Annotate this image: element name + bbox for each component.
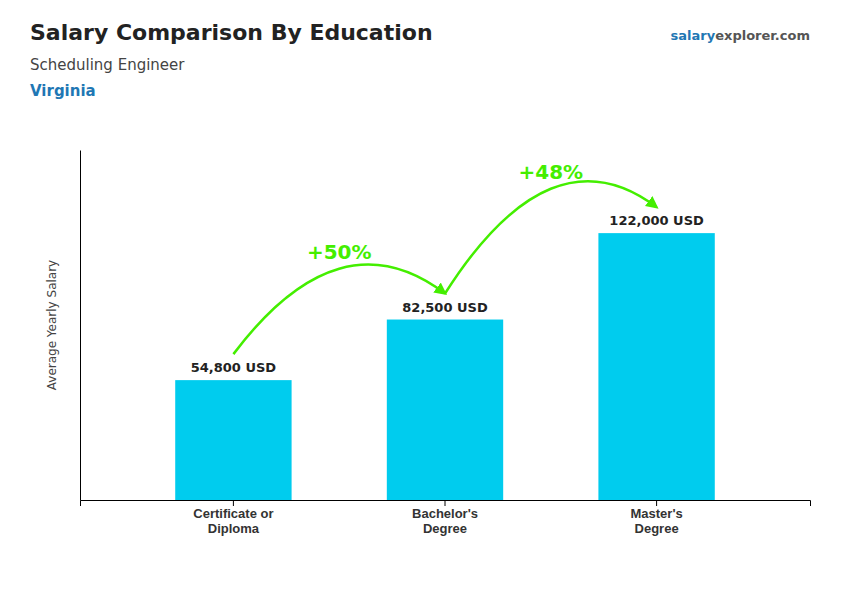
arrow bbox=[445, 181, 657, 293]
title: Salary Comparison By Education bbox=[30, 20, 433, 45]
subtitle: Scheduling Engineer bbox=[30, 56, 185, 74]
tick-label-line: Certificate or bbox=[193, 506, 273, 521]
bars bbox=[175, 233, 715, 500]
tick: Certificate orDiploma bbox=[193, 500, 273, 536]
x-axis: Certificate orDiplomaBachelor'sDegreeMas… bbox=[81, 500, 811, 536]
data-label: 122,000 USD bbox=[609, 213, 704, 228]
tick-label-line: Bachelor's bbox=[412, 506, 478, 521]
change-label: +48% bbox=[518, 160, 583, 184]
tick-label-line: Master's bbox=[630, 506, 682, 521]
axis-line bbox=[80, 151, 81, 501]
y-axis-label: Average Yearly Salary bbox=[45, 260, 59, 390]
axis-line bbox=[81, 501, 811, 507]
location: Virginia bbox=[30, 82, 96, 100]
tick: Bachelor'sDegree bbox=[412, 500, 478, 536]
tick-label: Certificate orDiploma bbox=[193, 506, 273, 536]
tick-label-line: Degree bbox=[423, 521, 467, 536]
tick-mark bbox=[233, 500, 234, 506]
watermark-part: salary bbox=[671, 28, 716, 43]
watermark-part: explorer.com bbox=[715, 28, 810, 43]
change-label: +50% bbox=[307, 240, 372, 264]
tick-mark bbox=[445, 500, 446, 506]
chart: Salary Comparison By Education Scheduling… bbox=[0, 0, 850, 606]
tick-label: Bachelor'sDegree bbox=[412, 506, 478, 536]
tick: Master'sDegree bbox=[630, 500, 682, 536]
data-label: 82,500 USD bbox=[402, 300, 488, 315]
data-label: 54,800 USD bbox=[191, 360, 277, 375]
tick-label-line: Degree bbox=[635, 521, 679, 536]
tick-mark bbox=[656, 500, 657, 506]
plot: Certificate orDiplomaBachelor'sDegreeMas… bbox=[45, 151, 811, 537]
y-axis bbox=[80, 151, 81, 501]
bar bbox=[175, 380, 291, 500]
tick-label: Master'sDegree bbox=[630, 506, 682, 536]
bar bbox=[387, 320, 503, 500]
watermark: salaryexplorer.com bbox=[671, 28, 810, 43]
bar bbox=[598, 233, 714, 500]
tick-label-line: Diploma bbox=[208, 521, 260, 536]
arrow bbox=[233, 265, 445, 355]
